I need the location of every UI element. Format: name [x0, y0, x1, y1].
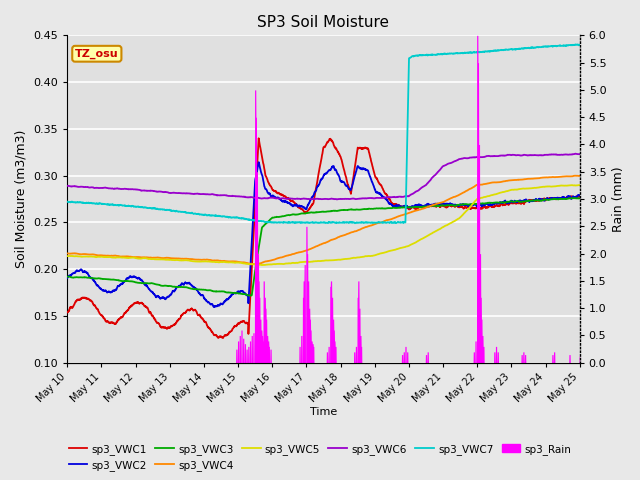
X-axis label: Time: Time: [310, 407, 337, 417]
Text: TZ_osu: TZ_osu: [75, 48, 118, 59]
Legend: sp3_VWC1, sp3_VWC2, sp3_VWC3, sp3_VWC4, sp3_VWC5, sp3_VWC6, sp3_VWC7, sp3_Rain: sp3_VWC1, sp3_VWC2, sp3_VWC3, sp3_VWC4, …: [65, 439, 575, 475]
Title: SP3 Soil Moisture: SP3 Soil Moisture: [257, 15, 390, 30]
Y-axis label: Soil Moisture (m3/m3): Soil Moisture (m3/m3): [15, 130, 28, 268]
Y-axis label: Rain (mm): Rain (mm): [612, 166, 625, 232]
